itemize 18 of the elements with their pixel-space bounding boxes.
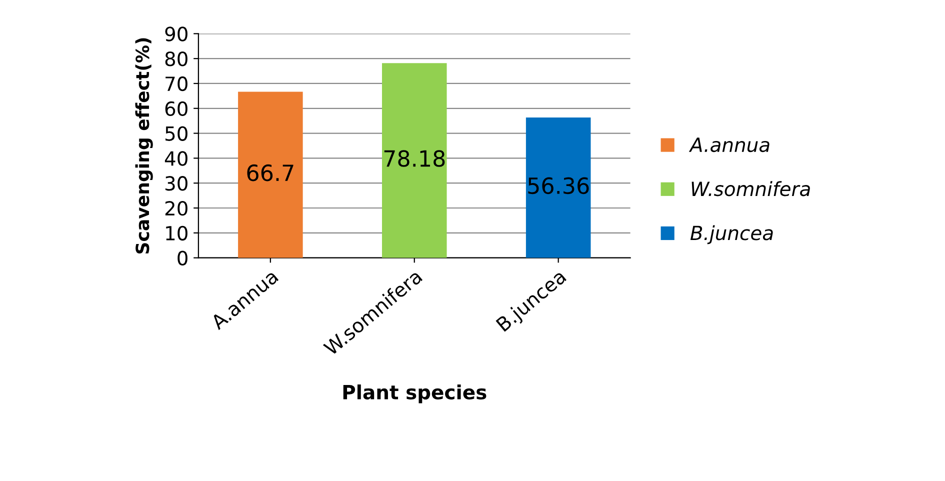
data-label: 56.36	[528, 177, 589, 194]
y-tick-label: 50	[165, 126, 188, 141]
legend-label: A.annua	[688, 138, 770, 152]
y-tick-label: 30	[165, 176, 188, 191]
legend-label: B.juncea	[690, 225, 773, 244]
y-tick-label: 80	[165, 52, 188, 66]
y-tick-label: 40	[164, 151, 188, 166]
y-tick-label: 0	[178, 250, 188, 266]
y-tick-label: 70	[166, 76, 188, 92]
y-tick-label: 10	[166, 226, 188, 241]
y-tick-label: 60	[165, 101, 188, 116]
data-label: 66.7	[247, 164, 294, 182]
legend-label: W.somnifera	[692, 181, 810, 196]
x-axis-title: Plant species	[343, 384, 486, 404]
y-tick-label: 90	[165, 26, 188, 42]
y-tick-label: 20	[165, 200, 188, 216]
y-axis-title: Scavenging effect(%)	[135, 38, 153, 254]
data-label: 78.18	[384, 150, 445, 167]
